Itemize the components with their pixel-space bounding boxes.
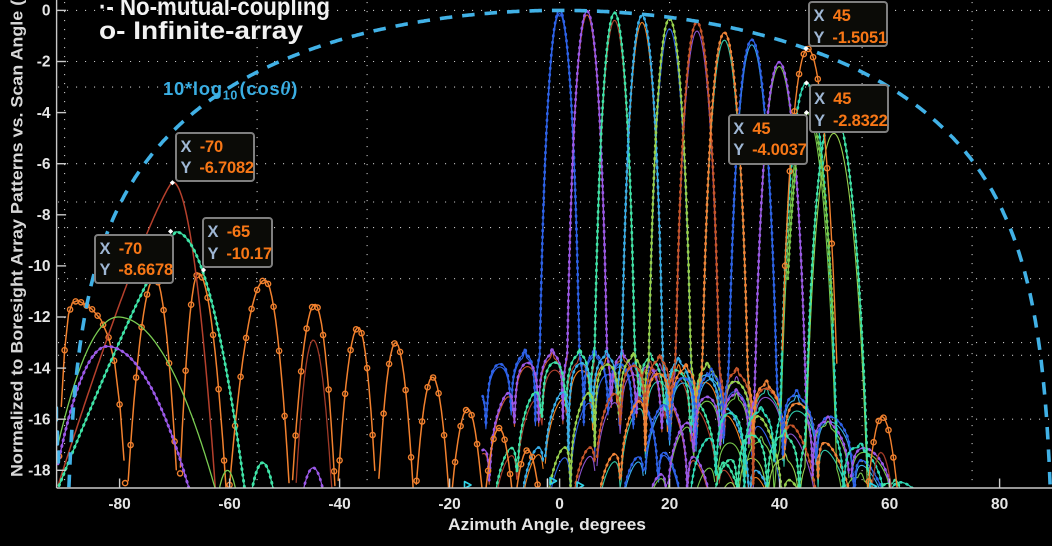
svg-text:o- Infinite-array: o- Infinite-array bbox=[99, 17, 303, 45]
svg-text:-60: -60 bbox=[218, 496, 240, 513]
svg-text:-20: -20 bbox=[438, 496, 460, 513]
svg-text:0: 0 bbox=[555, 496, 564, 513]
svg-text:-18: -18 bbox=[28, 463, 51, 480]
svg-text:·- No-mutual-coupling: ·- No-mutual-coupling bbox=[99, 0, 330, 21]
svg-text:20: 20 bbox=[661, 496, 678, 513]
svg-text:-80: -80 bbox=[108, 496, 130, 513]
svg-text:-4: -4 bbox=[37, 105, 51, 122]
svg-text:60: 60 bbox=[881, 496, 898, 513]
svg-text:-40: -40 bbox=[328, 496, 350, 513]
svg-text:80: 80 bbox=[991, 496, 1008, 513]
svg-text:-6: -6 bbox=[37, 156, 51, 173]
svg-text:0: 0 bbox=[42, 3, 51, 20]
svg-text:-8: -8 bbox=[37, 207, 51, 224]
svg-text:-2: -2 bbox=[37, 54, 51, 71]
svg-text:-12: -12 bbox=[28, 309, 50, 326]
svg-text:10*log10(cosθ): 10*log10(cosθ) bbox=[163, 78, 298, 103]
svg-text:40: 40 bbox=[771, 496, 788, 513]
svg-text:-10: -10 bbox=[28, 258, 50, 275]
svg-text:Azimuth Angle, degrees: Azimuth Angle, degrees bbox=[448, 515, 646, 534]
svg-text:Normalized to Boresight Array: Normalized to Boresight Array Patterns v… bbox=[8, 0, 27, 477]
svg-text:-14: -14 bbox=[28, 360, 51, 377]
svg-text:-16: -16 bbox=[28, 411, 51, 428]
